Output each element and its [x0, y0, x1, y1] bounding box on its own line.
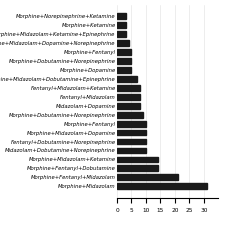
- Bar: [117, 103, 140, 109]
- Bar: [117, 76, 137, 82]
- Bar: [117, 58, 131, 64]
- Bar: [117, 22, 126, 28]
- Bar: [117, 67, 131, 73]
- Bar: [117, 85, 140, 91]
- Bar: [117, 130, 146, 135]
- Bar: [117, 40, 128, 46]
- Bar: [117, 31, 126, 37]
- Bar: [117, 121, 146, 126]
- Bar: [117, 148, 146, 153]
- Bar: [117, 165, 158, 171]
- Bar: [117, 183, 207, 189]
- Bar: [117, 94, 140, 100]
- Bar: [117, 112, 143, 118]
- Bar: [117, 49, 131, 55]
- Bar: [117, 157, 158, 162]
- Bar: [117, 174, 178, 180]
- Bar: [117, 139, 146, 144]
- Bar: [117, 13, 126, 19]
